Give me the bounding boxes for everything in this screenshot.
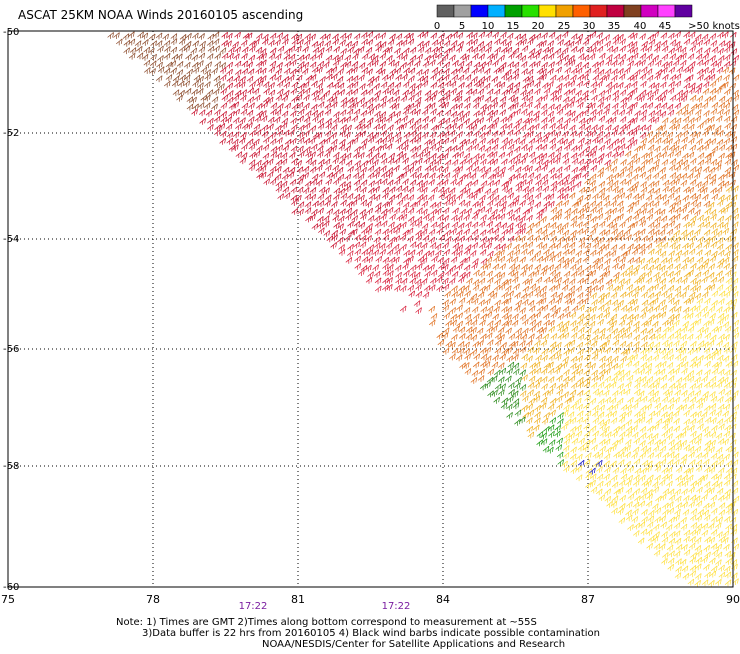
map-title: ASCAT 25KM NOAA Winds 20160105 ascending — [18, 8, 303, 22]
legend-label: 35 — [608, 21, 621, 32]
lon-tick-label: 90 — [726, 593, 740, 606]
lon-tick-label: 81 — [291, 593, 305, 606]
legend-swatch — [436, 4, 455, 18]
legend-label: 15 — [507, 21, 520, 32]
note-line-2: 3)Data buffer is 22 hrs from 20160105 4)… — [142, 628, 600, 639]
note-line-3: NOAA/NESDIS/Center for Satellite Applica… — [262, 639, 565, 650]
legend-swatch — [657, 4, 676, 18]
lat-tick-label: -54 — [3, 234, 19, 245]
legend-label: 25 — [558, 21, 571, 32]
lat-tick-label: -56 — [3, 344, 19, 355]
wind-barbs — [107, 31, 740, 587]
legend-swatch — [521, 4, 540, 18]
legend-label: >50 knots — [688, 21, 740, 32]
legend-label: 5 — [459, 21, 465, 32]
time-label: 17:22 — [239, 601, 268, 612]
legend-swatch — [555, 4, 574, 18]
legend-swatch — [606, 4, 625, 18]
legend-swatch — [504, 4, 523, 18]
legend-label: 10 — [482, 21, 495, 32]
legend-swatch — [623, 4, 642, 18]
legend-swatch — [640, 4, 659, 18]
lon-tick-label: 87 — [581, 593, 595, 606]
map-frame — [7, 30, 734, 588]
lon-tick-label: 84 — [436, 593, 450, 606]
wind-speed-legend: 0 5 10 15 20 25 30 35 40 45 >50 knots — [434, 4, 740, 32]
legend-label: 30 — [583, 21, 596, 32]
legend-swatch — [487, 4, 506, 18]
legend-swatch — [589, 4, 608, 18]
legend-swatch — [470, 4, 489, 18]
lat-tick-label: -58 — [3, 461, 19, 472]
note-line-1: Note: 1) Times are GMT 2)Times along bot… — [116, 617, 537, 628]
legend-swatch — [538, 4, 557, 18]
legend-label: 45 — [659, 21, 672, 32]
legend-swatch — [674, 4, 693, 18]
lat-lon-grid — [8, 31, 733, 587]
legend-swatch — [453, 4, 472, 18]
legend-label: 20 — [532, 21, 545, 32]
lat-tick-label: -60 — [3, 582, 19, 593]
legend-label: 0 — [434, 21, 440, 32]
lon-tick-label: 75 — [1, 593, 15, 606]
time-label: 17:22 — [382, 601, 411, 612]
lat-tick-label: -52 — [3, 128, 19, 139]
legend-swatch — [572, 4, 591, 18]
legend-label: 40 — [634, 21, 647, 32]
lon-tick-label: 78 — [146, 593, 160, 606]
lat-tick-label: -50 — [3, 27, 19, 38]
